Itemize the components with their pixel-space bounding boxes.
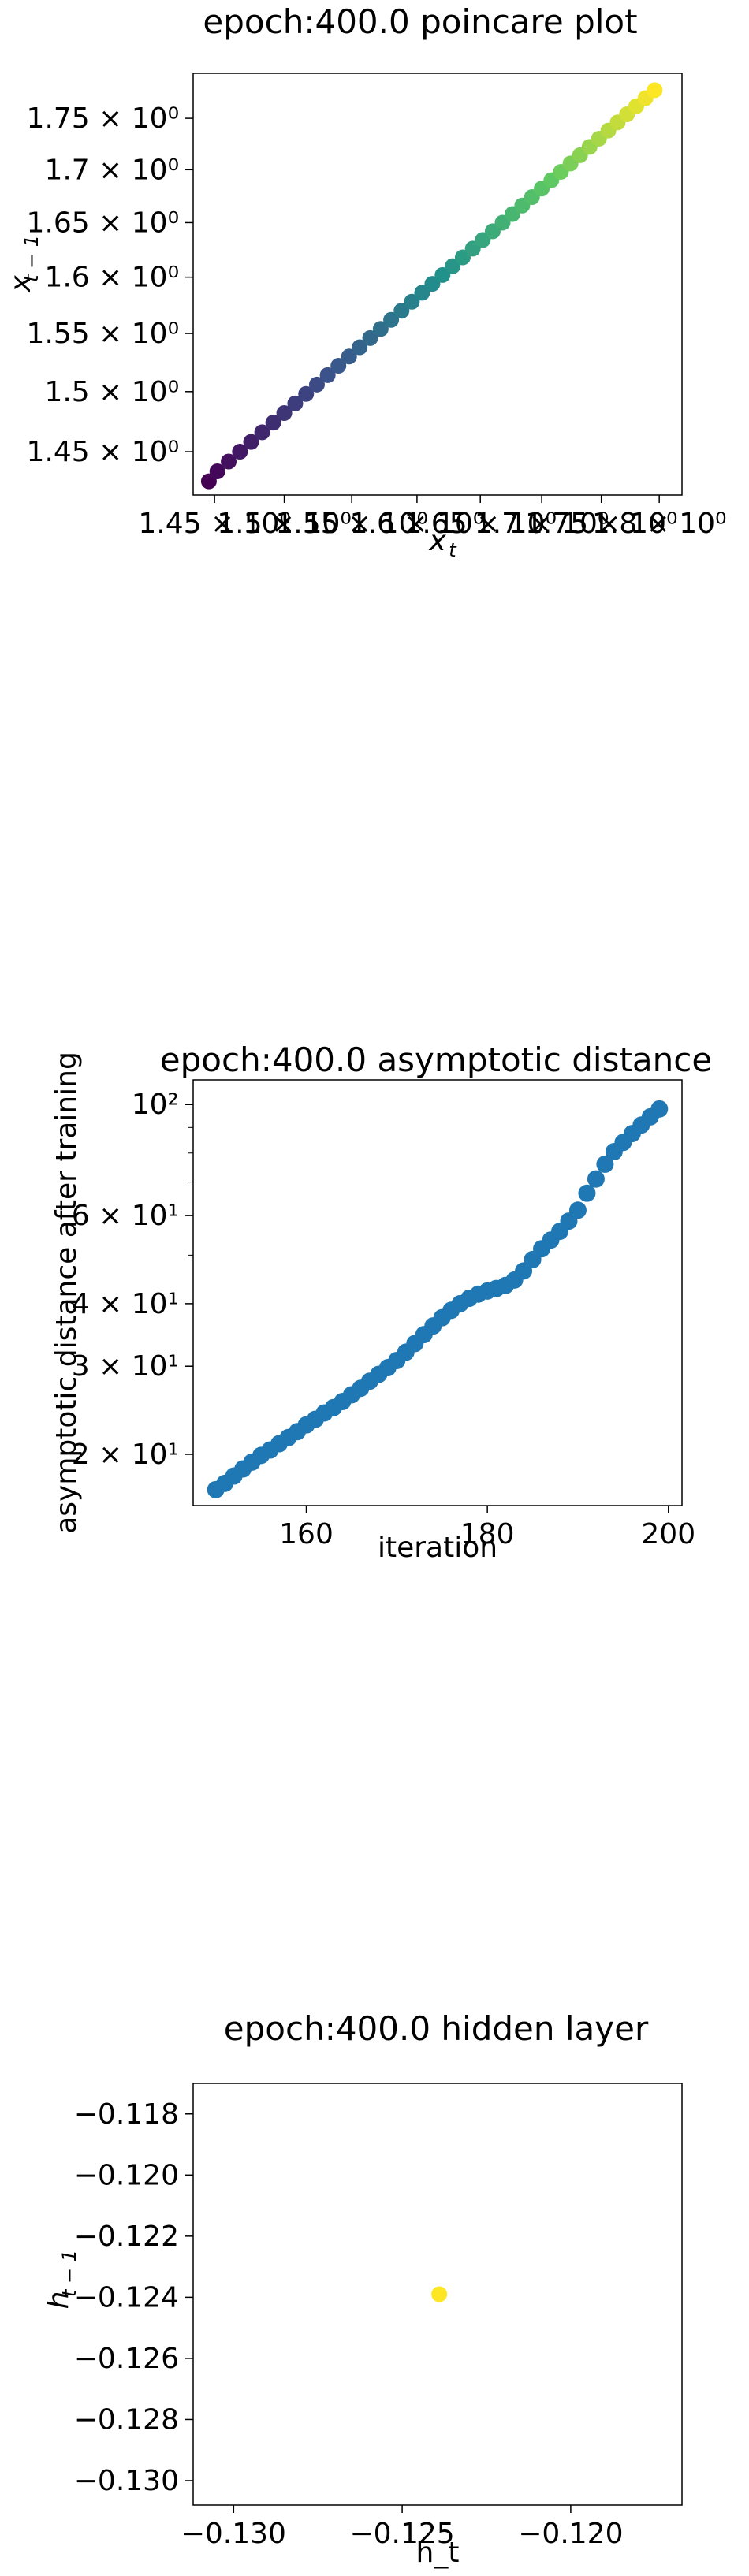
poincare-plot-x-tick-label: 1.7 × 10⁰ — [475, 508, 609, 540]
poincare-plot-x-tick-label: 1.75 × 10⁰ — [525, 508, 677, 540]
poincare-plot-y-axis-label: x t − 1 — [5, 235, 43, 293]
poincare-plot-x-tick-label: 1.55 × 10⁰ — [275, 508, 427, 540]
poincare-plot-data-point — [393, 303, 410, 319]
hidden-layer-x-tick-label: −0.120 — [518, 2518, 623, 2550]
hidden-layer-y-tick-label: −0.122 — [74, 2220, 179, 2253]
hidden-layer-y-tick-label: −0.124 — [74, 2281, 179, 2314]
poincare-plot-data-point — [434, 266, 451, 283]
asymptotic-distance-y-tick-label: 6 × 10¹ — [72, 1200, 179, 1232]
poincare-plot-data-point — [362, 329, 378, 346]
poincare-plot-y-tick-label: 1.6 × 10⁰ — [44, 262, 179, 294]
poincare-plot-y-tick-label: 1.65 × 10⁰ — [27, 207, 179, 239]
poincare-plot-x-tick-label: 1.45 × 10⁰ — [138, 508, 290, 540]
poincare-plot-y-tick-label: 1.75 × 10⁰ — [27, 102, 179, 135]
svg-text:t − 1: t − 1 — [20, 235, 43, 282]
hidden-layer-y-tick-label: −0.120 — [74, 2159, 179, 2191]
poincare-plot-data-point — [232, 444, 248, 460]
poincare-plot-data-point — [209, 463, 225, 480]
asymptotic-distance-data-point — [650, 1100, 669, 1118]
asymptotic-distance-axes-frame — [192, 1079, 683, 1506]
asymptotic-distance-y-tick-label: 3 × 10¹ — [72, 1350, 179, 1383]
poincare-plot-panel: epoch:400.0 poincare plot 1.45 × 10⁰1.5 … — [5, 2, 726, 561]
hidden-layer-x-axis-label: h_t — [416, 2537, 460, 2569]
poincare-plot-data-point — [308, 376, 325, 393]
poincare-plot-x-tick-label: 1.65 × 10⁰ — [404, 508, 556, 540]
poincare-plot-data-point — [287, 395, 304, 411]
hidden-layer-y-tick-label: −0.130 — [74, 2465, 179, 2497]
asymptotic-distance-data-point — [596, 1155, 614, 1173]
asymptotic-distance-y-tick-label: 4 × 10¹ — [72, 1288, 179, 1320]
hidden-layer-y-tick-label: −0.128 — [74, 2403, 179, 2436]
asymptotic-distance-y-axis-label: asymptotic distance after training — [50, 1052, 83, 1534]
poincare-plot-data-point — [330, 358, 347, 374]
poincare-plot-data-point — [647, 82, 663, 99]
poincare-plot-data-point — [243, 434, 259, 450]
asymptotic-distance-data-point — [568, 1201, 587, 1219]
asymptotic-distance-x-tick-label: 200 — [641, 1518, 695, 1550]
poincare-plot-data-point — [319, 367, 336, 383]
hidden-layer-y-axis-label: h t − 1 — [43, 2250, 80, 2309]
svg-text:x: x — [5, 275, 37, 293]
poincare-plot-data-point — [383, 311, 400, 328]
poincare-plot-data-point — [414, 285, 430, 301]
poincare-plot-y-tick-label: 1.45 × 10⁰ — [27, 436, 179, 468]
hidden-layer-axes-frame — [192, 2083, 683, 2506]
svg-text:h: h — [43, 2291, 75, 2310]
asymptotic-distance-title: epoch:400.0 asymptotic distance — [160, 1040, 712, 1079]
asymptotic-distance-x-tick-label: 180 — [460, 1518, 515, 1550]
svg-text:x: x — [428, 525, 446, 557]
poincare-plot-data-point — [276, 404, 293, 421]
poincare-plot-y-tick-label: 1.5 × 10⁰ — [44, 376, 179, 408]
hidden-layer-x-tick-label: −0.125 — [349, 2518, 454, 2550]
hidden-layer-x-tick-label: −0.130 — [181, 2518, 286, 2550]
asymptotic-distance-panel: epoch:400.0 asymptotic distance 160 180 20… — [50, 1040, 712, 1564]
poincare-plot-y-tick-label: 1.55 × 10⁰ — [27, 318, 179, 350]
hidden-layer-y-tick-label: −0.118 — [74, 2098, 179, 2131]
hidden-layer-panel: epoch:400.0 hidden layer −0.130 −0.125 −0.… — [43, 2009, 683, 2569]
asymptotic-distance-x-tick-label: 160 — [279, 1518, 334, 1550]
poincare-plot-x-tick-label: 1.6 × 10⁰ — [350, 508, 485, 540]
hidden-layer-y-tick-label: −0.126 — [74, 2343, 179, 2375]
poincare-plot-data-point — [404, 293, 420, 310]
poincare-plot-title: epoch:400.0 poincare plot — [203, 2, 637, 41]
poincare-plot-data-point — [221, 453, 237, 470]
poincare-plot-data-point — [352, 339, 368, 356]
asymptotic-distance-x-axis-label: iteration — [378, 1532, 497, 1564]
poincare-plot-data-point — [298, 385, 315, 402]
hidden-layer-data-point — [431, 2286, 448, 2302]
poincare-plot-y-tick-label: 1.7 × 10⁰ — [44, 154, 179, 186]
hidden-layer-title: epoch:400.0 hidden layer — [224, 2009, 649, 2048]
poincare-plot-x-axis-label: x t — [428, 525, 457, 561]
svg-text:t: t — [449, 539, 457, 561]
asymptotic-distance-y-tick-label: 2 × 10¹ — [72, 1439, 179, 1471]
poincare-plot-x-tick-label: 1.5 × 10⁰ — [217, 508, 352, 540]
poincare-plot-axes-frame — [192, 73, 683, 496]
svg-text:t − 1: t − 1 — [58, 2250, 80, 2297]
asymptotic-distance-data-point — [578, 1184, 596, 1202]
poincare-plot-data-point — [341, 348, 357, 365]
poincare-plot-data-point — [372, 321, 389, 337]
poincare-plot-data-point — [424, 276, 441, 292]
poincare-plot-data-point — [265, 415, 281, 431]
asymptotic-distance-y-tick-label: 10² — [132, 1089, 179, 1121]
asymptotic-distance-data-point — [587, 1170, 605, 1188]
poincare-plot-x-tick-label: 1.8 × 10⁰ — [592, 508, 727, 540]
poincare-plot-data-point — [254, 424, 270, 441]
